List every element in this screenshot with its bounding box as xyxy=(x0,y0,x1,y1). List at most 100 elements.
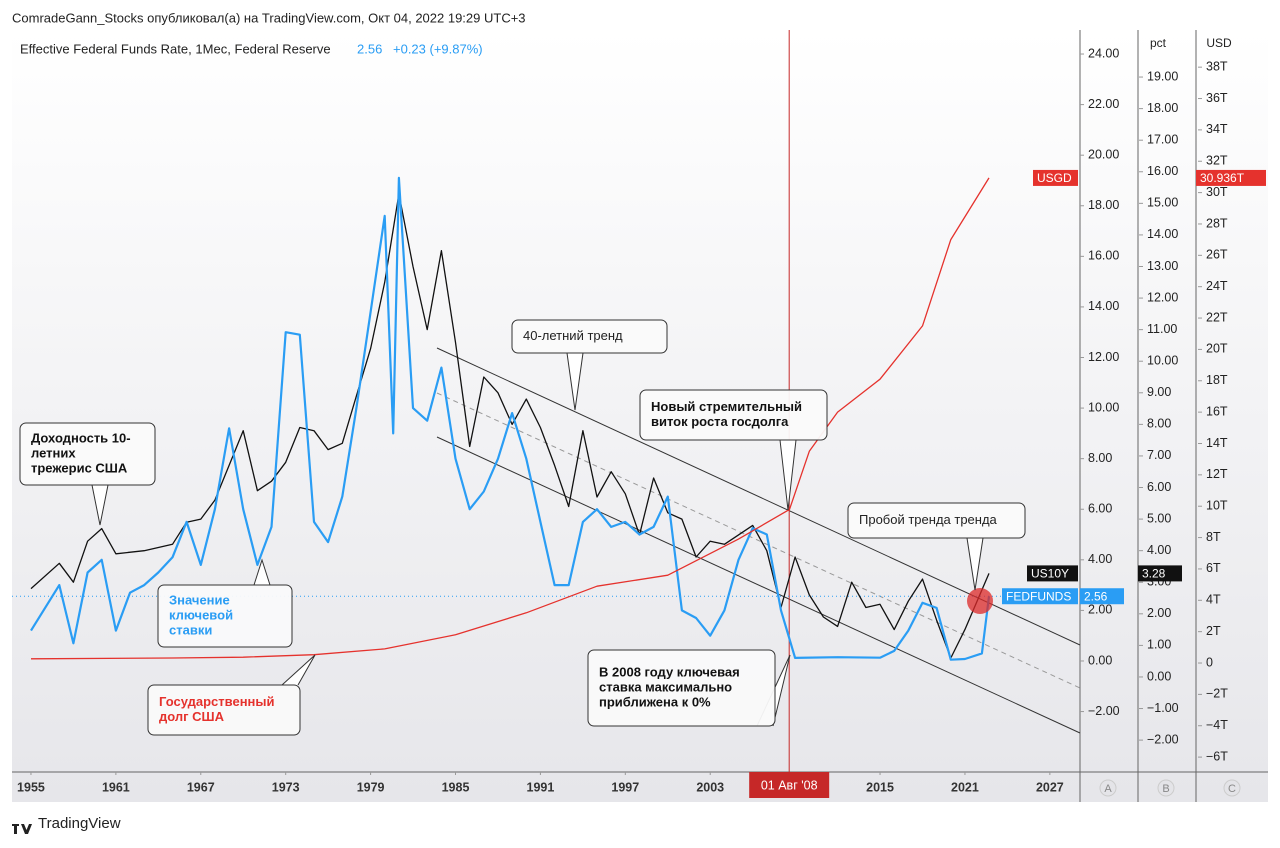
y3-tick-label: 12T xyxy=(1206,467,1228,481)
price-tag-value: 3.28 xyxy=(1142,567,1166,581)
y-tick-label: 4.00 xyxy=(1088,552,1112,566)
callout: Пробой тренда тренда xyxy=(847,502,1026,591)
y3-tick-label: 22T xyxy=(1206,310,1228,324)
y2-tick-label: 19.00 xyxy=(1147,69,1178,83)
price-tag-name: USGD xyxy=(1037,171,1072,185)
y2-tick-label: 8.00 xyxy=(1147,417,1171,431)
y-tick-label: 10.00 xyxy=(1088,400,1119,414)
y-tick-label: 18.00 xyxy=(1088,198,1119,212)
callout-box xyxy=(639,389,828,441)
scale-button xyxy=(1157,779,1175,797)
y3-tick-label: 32T xyxy=(1206,154,1228,168)
y2-tick-label: 18.00 xyxy=(1147,101,1178,115)
y3-tick-label: 36T xyxy=(1206,91,1228,105)
x-tick-label: 2003 xyxy=(696,780,724,794)
x-tick-label: 2015 xyxy=(866,780,894,794)
callout-text: Новый стремительный xyxy=(651,399,802,414)
y2-tick-label: 5.00 xyxy=(1147,511,1171,525)
y3-tick-label: 0 xyxy=(1206,655,1213,669)
callout-text: В 2008 году ключевая xyxy=(599,664,740,679)
y2-tick-label: 16.00 xyxy=(1147,164,1178,178)
callout-text: Значение xyxy=(169,592,230,607)
x-tick-label: 1997 xyxy=(611,780,639,794)
y3-tick-label: −4T xyxy=(1206,718,1228,732)
legend-value: 2.56 xyxy=(357,41,382,56)
series-line xyxy=(30,193,990,659)
callout-text: летних xyxy=(31,445,76,460)
y3-tick-label: 14T xyxy=(1206,436,1228,450)
y2-tick-label: 4.00 xyxy=(1147,543,1171,557)
y2-tick-label: 1.00 xyxy=(1147,638,1171,652)
y3-tick-label: 30T xyxy=(1206,185,1228,199)
y-tick-label: 14.00 xyxy=(1088,299,1119,313)
y3-tick-label: 38T xyxy=(1206,59,1228,73)
y3-tick-label: 4T xyxy=(1206,593,1221,607)
y3-tick-label: −6T xyxy=(1206,749,1228,763)
y-tick-label: 12.00 xyxy=(1088,350,1119,364)
callout-text: трежерис США xyxy=(31,460,128,475)
y3-tick-label: 20T xyxy=(1206,342,1228,356)
y3-tick-label: 8T xyxy=(1206,530,1221,544)
callout: 40-летний тренд xyxy=(511,319,668,411)
trend-line xyxy=(436,436,1081,734)
price-tag-value-bg xyxy=(1138,565,1182,582)
price-tag-name: US10Y xyxy=(1031,567,1069,581)
y2-tick-label: 17.00 xyxy=(1147,132,1178,146)
callout-box xyxy=(847,502,1026,539)
callout-text: Доходность 10- xyxy=(31,430,131,445)
y3-tick-label: 2T xyxy=(1206,624,1221,638)
y-tick-label: 22.00 xyxy=(1088,97,1119,111)
callout-text: долг США xyxy=(159,709,225,724)
footer-logo: TradingView xyxy=(38,815,121,832)
x-tick-label: 1991 xyxy=(527,780,555,794)
y2-tick-label: −2.00 xyxy=(1147,732,1179,746)
x-tick-label: 2021 xyxy=(951,780,979,794)
callout-text: ставки xyxy=(169,622,212,637)
legend-change: +0.23 (+9.87%) xyxy=(393,41,483,56)
callout-pointer xyxy=(253,558,271,586)
callout-pointer xyxy=(966,537,984,591)
y3-tick-label: 10T xyxy=(1206,499,1228,513)
callout-box xyxy=(511,319,668,354)
y2-tick-label: 2.00 xyxy=(1147,606,1171,620)
callout-text: ставка максимально xyxy=(599,679,732,694)
x-tick-label: 1973 xyxy=(272,780,300,794)
price-tag-name-bg xyxy=(1002,588,1078,605)
price-tag-name-bg xyxy=(1033,169,1078,186)
x-tick-label: 1967 xyxy=(187,780,215,794)
y2-tick-label: 9.00 xyxy=(1147,385,1171,399)
y2-tick-label: 11.00 xyxy=(1147,322,1177,336)
scale-letter: B xyxy=(1162,783,1169,795)
y2-title: pct xyxy=(1150,36,1167,50)
x-tick-label: 1979 xyxy=(357,780,385,794)
y-tick-label: 24.00 xyxy=(1088,46,1119,60)
y-tick-label: 6.00 xyxy=(1088,502,1112,516)
scale-letter: C xyxy=(1228,783,1236,795)
callout-box xyxy=(157,584,293,648)
x-tick-label: 1955 xyxy=(17,780,45,794)
x-tick-label: 1961 xyxy=(102,780,130,794)
series-line xyxy=(30,177,990,660)
y3-tick-label: 28T xyxy=(1206,216,1228,230)
header: ComradeGann_Stocks опубликовал(а) на Tra… xyxy=(12,10,526,25)
y2-tick-label: 13.00 xyxy=(1147,259,1178,273)
y3-tick-label: 6T xyxy=(1206,561,1221,575)
x-tick-label: 2027 xyxy=(1036,780,1064,794)
y-tick-label: 8.00 xyxy=(1088,451,1112,465)
y2-tick-label: 14.00 xyxy=(1147,227,1178,241)
callout-text: 40-летний тренд xyxy=(523,328,623,343)
y3-tick-label: 24T xyxy=(1206,279,1228,293)
y-tick-label: −2.00 xyxy=(1088,704,1120,718)
y2-tick-label: 12.00 xyxy=(1147,290,1178,304)
callout-text: виток роста госдолга xyxy=(651,414,789,429)
y3-title: USD xyxy=(1206,36,1232,50)
breakout-highlight xyxy=(967,588,993,614)
callout-pointer xyxy=(779,439,797,511)
callout-pointer xyxy=(281,654,316,686)
y-tick-label: 16.00 xyxy=(1088,249,1119,263)
callout-text: ключевой xyxy=(169,607,233,622)
